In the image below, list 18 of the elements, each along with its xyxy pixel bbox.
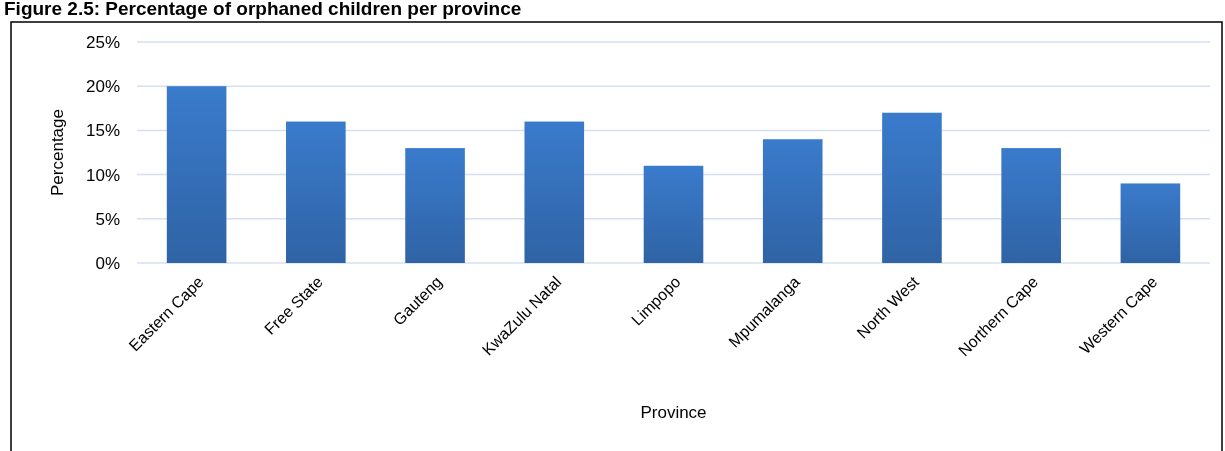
bar bbox=[762, 139, 823, 263]
bar bbox=[166, 86, 227, 263]
y-tick-label: 5% bbox=[95, 209, 120, 229]
y-tick-label: 20% bbox=[85, 77, 120, 97]
bar bbox=[405, 148, 465, 263]
x-axis-title: Province bbox=[640, 403, 707, 422]
bar bbox=[286, 121, 346, 263]
y-tick-label: 0% bbox=[95, 253, 120, 273]
y-tick-label: 25% bbox=[85, 32, 120, 52]
bar bbox=[1001, 148, 1061, 263]
bar bbox=[524, 121, 585, 263]
y-tick-label: 10% bbox=[85, 165, 120, 185]
bar bbox=[882, 112, 942, 263]
bar bbox=[643, 165, 704, 263]
y-axis-title: Percentage bbox=[48, 109, 67, 196]
chart-title: Figure 2.5: Percentage of orphaned children per province bbox=[4, 0, 522, 19]
bar bbox=[1120, 183, 1181, 263]
y-tick-label: 15% bbox=[85, 121, 120, 141]
